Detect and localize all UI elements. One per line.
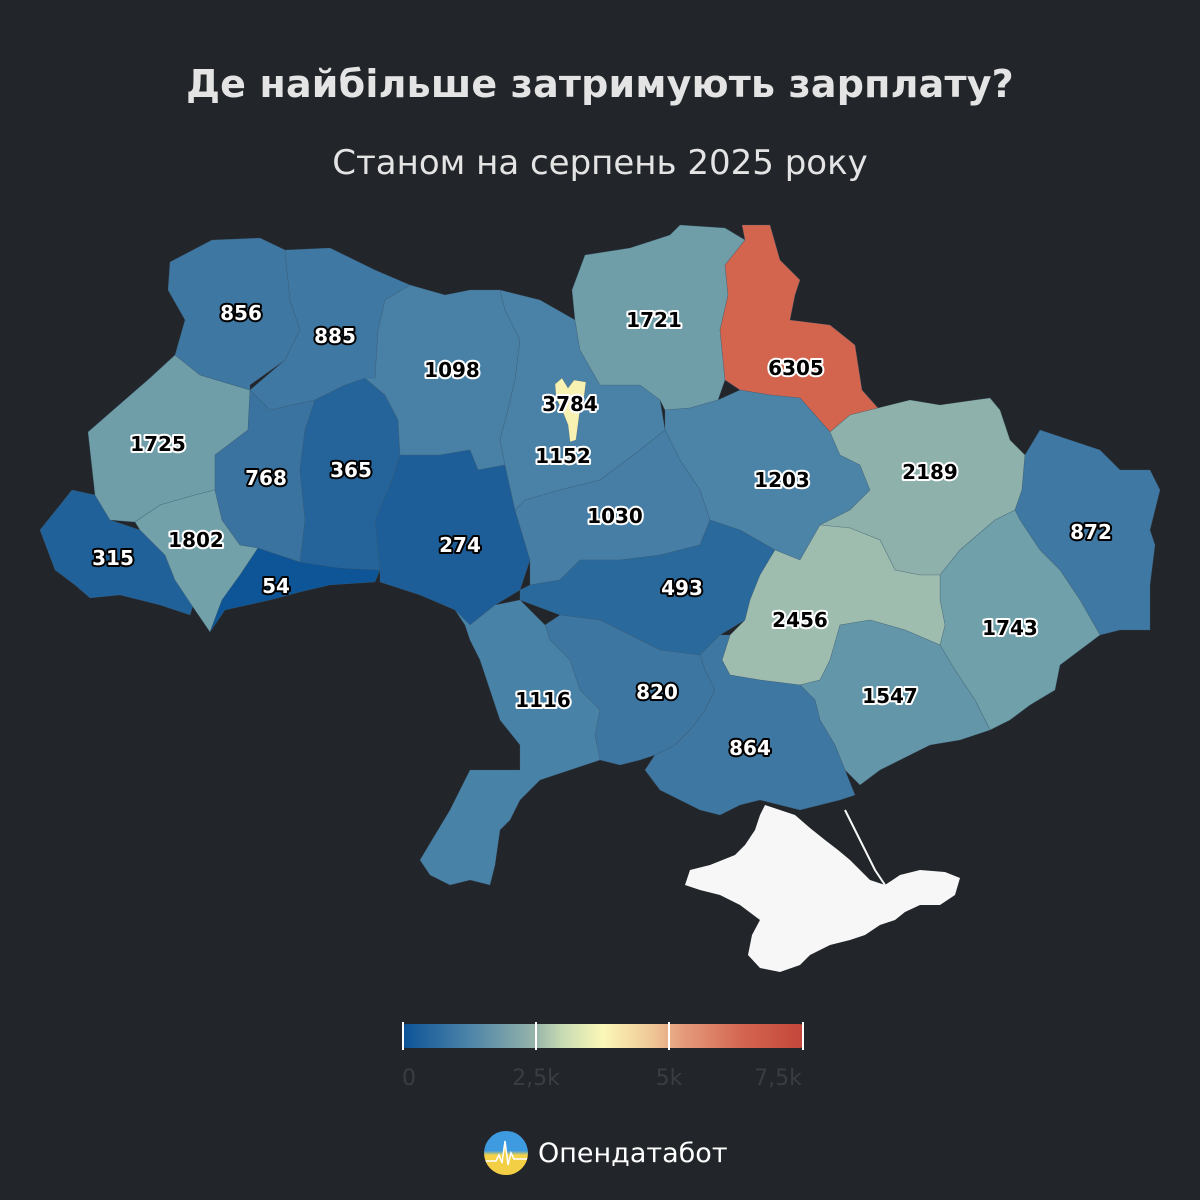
region-odesa[interactable] bbox=[419, 599, 601, 886]
region-value-label-volyn: 856 bbox=[220, 301, 262, 325]
chart-subtitle: Станом на серпень 2025 року bbox=[332, 143, 868, 183]
region-value-label-vinnytsia: 274 bbox=[439, 533, 481, 557]
legend-label-2500: 2,5k bbox=[512, 1066, 560, 1091]
region-value-label-lviv: 1725 bbox=[130, 432, 186, 456]
region-value-label-zaporizhzhia: 1547 bbox=[862, 684, 918, 708]
region-value-label-odesa: 1116 bbox=[515, 688, 571, 712]
color-legend bbox=[402, 1022, 804, 1050]
legend-tick bbox=[802, 1022, 804, 1050]
region-value-label-rivne: 885 bbox=[314, 324, 356, 348]
region-value-label-sumy: 6305 bbox=[768, 356, 824, 380]
region-value-label-cherkasy: 1030 bbox=[587, 504, 643, 528]
region-value-label-donetsk: 1743 bbox=[982, 616, 1038, 640]
legend-label-5000: 5k bbox=[655, 1066, 683, 1091]
region-value-label-kyiv-city: 3784 bbox=[542, 392, 598, 416]
region-value-label-ivano-frankivsk: 1802 bbox=[168, 528, 224, 552]
brand-name: Опендатабот bbox=[538, 1137, 728, 1169]
legend-tick bbox=[535, 1022, 537, 1050]
legend-gradient-bar bbox=[403, 1024, 803, 1048]
legend-label-0: 0 bbox=[402, 1066, 416, 1091]
region-crimea bbox=[685, 805, 960, 972]
opendatabot-logo-icon bbox=[484, 1131, 528, 1175]
region-value-label-kirovohrad: 493 bbox=[661, 576, 703, 600]
region-value-label-zhytomyr: 1098 bbox=[424, 358, 480, 382]
arabat-spit bbox=[844, 809, 886, 886]
region-value-label-dnipro: 2456 bbox=[772, 608, 828, 632]
region-volyn[interactable] bbox=[167, 237, 301, 391]
brand: Опендатабот bbox=[484, 1130, 728, 1176]
region-kyiv-city[interactable] bbox=[554, 377, 587, 443]
region-value-label-chernivtsi: 54 bbox=[262, 574, 290, 598]
region-value-label-khmelnytskyi: 365 bbox=[330, 458, 372, 482]
region-value-label-chernihiv: 1721 bbox=[626, 308, 682, 332]
region-value-label-kyiv-oblast: 1152 bbox=[535, 444, 591, 468]
region-value-label-zakarpattia: 315 bbox=[92, 546, 134, 570]
region-value-label-kharkiv: 2189 bbox=[902, 460, 958, 484]
region-value-label-mykolaiv: 820 bbox=[636, 680, 678, 704]
region-value-label-luhansk: 872 bbox=[1070, 520, 1112, 544]
legend-label-7500: 7,5k bbox=[754, 1066, 802, 1091]
legend-tick bbox=[402, 1022, 404, 1050]
region-value-label-ternopil: 768 bbox=[245, 466, 287, 490]
region-labels: 856 885 1098 1152 3784 1721 6305 2189 872 1725 768… bbox=[90, 299, 1114, 762]
legend-tick bbox=[668, 1022, 670, 1050]
chart-title: Де найбільше затримують зарплату? bbox=[186, 62, 1014, 106]
region-value-label-kherson: 864 bbox=[729, 736, 771, 760]
region-value-label-poltava: 1203 bbox=[754, 468, 810, 492]
